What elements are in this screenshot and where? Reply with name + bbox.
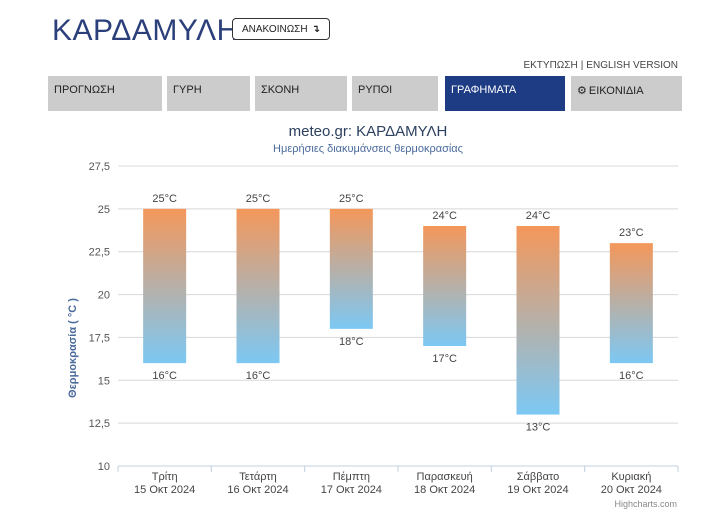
high-temp-label: 25°C: [246, 193, 271, 205]
y-tick-label: 17,5: [89, 332, 110, 344]
chart-subtitle: Ημερήσιες διακυμάνσεις θερμοκρασίας: [273, 143, 463, 155]
x-category-day: Παρασκευή: [417, 471, 473, 483]
temperature-bar[interactable]: [236, 208, 280, 364]
announcement-button[interactable]: ΑΝΑΚΟΙΝΩΣΗ ↴: [232, 18, 330, 40]
x-category-day: Τετάρτη: [239, 471, 277, 483]
tab-widgets[interactable]: ⚙ ΕΙΚΟΝΙΔΙΑ: [571, 76, 682, 111]
y-tick-label: 12,5: [89, 418, 110, 430]
tab-charts[interactable]: ΓΡΑΦΗΜΑΤΑ: [445, 76, 565, 111]
chart-title: meteo.gr: ΚΑΡΔΑΜΥΛΗ: [289, 123, 448, 140]
arrow-down-icon: ↴: [311, 23, 320, 35]
low-temp-label: 16°C: [152, 370, 177, 382]
y-tick-label: 27,5: [89, 161, 110, 173]
high-temp-label: 24°C: [526, 210, 551, 222]
temperature-bar[interactable]: [609, 243, 653, 364]
temperature-bar[interactable]: [516, 226, 560, 415]
y-tick-label: 10: [98, 461, 110, 473]
link-separator: |: [580, 60, 584, 71]
tab-label: ΡΥΠΟΙ: [358, 84, 393, 96]
temperature-chart: meteo.gr: ΚΑΡΔΑΜΥΛΗ Ημερήσιες διακυμάνσε…: [67, 123, 679, 509]
low-temp-label: 18°C: [339, 336, 364, 348]
gear-icon: ⚙: [577, 85, 587, 97]
announcement-label: ΑΝΑΚΟΙΝΩΣΗ: [242, 23, 308, 35]
low-temp-label: 17°C: [432, 353, 457, 365]
tab-forecast[interactable]: ΠΡΟΓΝΩΣΗ: [48, 76, 162, 111]
print-link[interactable]: ΕΚΤΥΠΩΣΗ: [523, 60, 578, 71]
tab-pollutants[interactable]: ΡΥΠΟΙ: [352, 76, 438, 111]
y-tick-label: 25: [98, 204, 110, 216]
low-temp-label: 13°C: [526, 422, 551, 434]
x-category-day: Σάββατο: [517, 471, 559, 483]
y-tick-label: 22,5: [89, 247, 110, 259]
nav-tabs: ΠΡΟΓΝΩΣΗ ΓΥΡΗ ΣΚΟΝΗ ΡΥΠΟΙ ΓΡΑΦΗΜΑΤΑ ⚙ ΕΙΚ…: [48, 76, 682, 111]
chart-credits[interactable]: Highcharts.com: [614, 499, 677, 509]
tab-label: ΓΥΡΗ: [173, 84, 202, 96]
y-axis-title: Θερμοκρασία ( °C ): [67, 298, 79, 398]
english-version-link[interactable]: ENGLISH VERSION: [586, 60, 678, 71]
x-category-day: Πέμπτη: [333, 471, 370, 483]
x-category-date: 17 Οκτ 2024: [321, 484, 382, 496]
high-temp-label: 24°C: [432, 210, 457, 222]
y-tick-label: 20: [98, 290, 110, 302]
x-category-date: 16 Οκτ 2024: [227, 484, 288, 496]
tab-label: ΠΡΟΓΝΩΣΗ: [54, 84, 115, 96]
tab-label: ΣΚΟΝΗ: [261, 84, 300, 96]
top-links: ΕΚΤΥΠΩΣΗ | ENGLISH VERSION: [523, 60, 678, 71]
temperature-bar[interactable]: [143, 208, 187, 364]
y-tick-label: 15: [98, 375, 110, 387]
x-category-date: 20 Οκτ 2024: [601, 484, 662, 496]
x-category-date: 18 Οκτ 2024: [414, 484, 475, 496]
low-temp-label: 16°C: [246, 370, 271, 382]
temperature-bar[interactable]: [423, 226, 467, 346]
x-category-day: Τρίτη: [152, 471, 178, 483]
tab-label: ΓΡΑΦΗΜΑΤΑ: [451, 84, 517, 96]
x-category-date: 19 Οκτ 2024: [507, 484, 568, 496]
high-temp-label: 23°C: [619, 227, 644, 239]
x-category-day: Κυριακή: [611, 471, 651, 483]
high-temp-label: 25°C: [339, 193, 364, 205]
x-category-date: 15 Οκτ 2024: [134, 484, 195, 496]
low-temp-label: 16°C: [619, 370, 644, 382]
tab-label: ΕΙΚΟΝΙΔΙΑ: [588, 85, 644, 97]
tab-pollen[interactable]: ΓΥΡΗ: [167, 76, 250, 111]
tab-dust[interactable]: ΣΚΟΝΗ: [255, 76, 347, 111]
page-title: ΚΑΡΔΑΜΥΛΗ: [52, 14, 239, 47]
high-temp-label: 25°C: [152, 193, 177, 205]
temperature-bar[interactable]: [329, 208, 373, 329]
